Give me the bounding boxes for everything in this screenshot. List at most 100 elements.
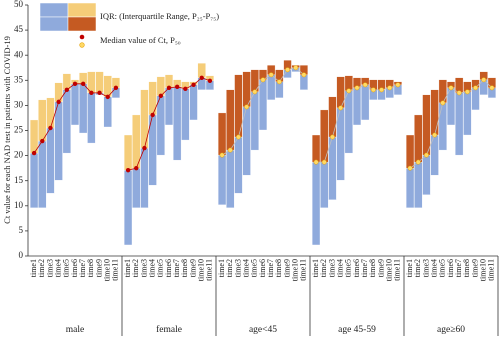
median-dot: [321, 159, 327, 165]
x-tick-label: time8: [368, 259, 377, 277]
iqr-lower: [30, 152, 39, 208]
iqr-lower: [471, 87, 480, 111]
x-tick-label: time5: [62, 259, 71, 277]
x-tick-label: time9: [94, 259, 103, 277]
x-tick-label: time9: [470, 259, 479, 277]
iqr-lower: [124, 170, 133, 246]
y-tick-label: 50: [14, 0, 24, 9]
y-tick-label: 10: [14, 200, 24, 210]
median-dot: [293, 65, 299, 71]
iqr-lower: [344, 90, 353, 154]
legend-swatch: [67, 2, 97, 18]
x-tick-label: time10: [197, 259, 206, 281]
iqr-lower: [140, 147, 149, 208]
median-dot: [48, 125, 53, 131]
median-dot: [346, 88, 352, 94]
median-dot: [150, 112, 155, 118]
x-tick-label: time11: [111, 259, 120, 281]
legend-swatch: [39, 2, 69, 18]
iqr-upper: [328, 96, 337, 138]
x-tick-label: time4: [429, 259, 438, 277]
x-tick-label: time7: [78, 259, 87, 277]
median-dot: [80, 81, 86, 87]
iqr-lower: [267, 74, 276, 101]
x-tick-label: time8: [86, 259, 95, 277]
median-dot: [407, 165, 413, 171]
y-axis-label: Ct value for each NAD test in patients w…: [2, 36, 12, 224]
median-dot: [313, 159, 319, 165]
median-dot: [183, 86, 188, 92]
median-dot: [191, 82, 196, 88]
x-tick-label: time11: [299, 259, 308, 281]
group-label: age≥60: [437, 325, 465, 335]
x-tick-label: time2: [413, 259, 422, 277]
iqr-lower: [226, 149, 235, 208]
x-tick-label: time9: [188, 259, 197, 277]
y-tick-label: 15: [14, 175, 24, 185]
x-tick-label: time2: [319, 259, 328, 277]
iqr-upper: [406, 134, 415, 169]
median-dot: [464, 89, 470, 95]
y-tick-label: 35: [14, 74, 24, 84]
x-tick-label: time9: [282, 259, 291, 277]
iqr-upper: [38, 99, 47, 142]
iqr-lower: [189, 84, 198, 121]
median-dot: [456, 90, 462, 96]
iqr-lower: [258, 79, 268, 131]
x-tick-label: time1: [311, 259, 320, 277]
legend-swatch: [67, 16, 97, 32]
iqr-lower: [164, 87, 174, 126]
iqr-upper: [95, 71, 104, 93]
iqr-lower: [455, 92, 464, 156]
x-tick-label: time8: [274, 259, 283, 277]
median-dot: [285, 67, 290, 73]
median-dot: [268, 72, 274, 78]
iqr-lower: [406, 167, 415, 208]
iqr-upper: [422, 94, 431, 156]
legend-label: IQR: (Interquartile Range, P₂₅-P₇₅): [100, 11, 219, 21]
median-dot: [330, 134, 335, 140]
median-dot: [207, 78, 213, 84]
x-tick-label: time11: [205, 259, 214, 281]
median-dot: [473, 85, 478, 91]
median-dot: [56, 99, 61, 105]
x-tick-label: time3: [327, 259, 336, 277]
group-label: age<45: [249, 325, 277, 335]
x-tick-label: time2: [37, 259, 46, 277]
median-dot: [64, 87, 70, 93]
x-tick-label: time6: [164, 259, 173, 277]
median-dot: [370, 87, 376, 93]
median-dot: [395, 82, 401, 88]
x-tick-label: time11: [487, 259, 496, 281]
x-tick-label: time2: [131, 259, 140, 277]
iqr-lower: [181, 88, 190, 141]
x-tick-label: time4: [53, 259, 62, 277]
x-tick-label: time11: [393, 259, 402, 281]
x-tick-label: time5: [250, 259, 259, 277]
x-tick-label: time4: [335, 259, 344, 277]
y-tick-label: 30: [14, 99, 24, 109]
x-tick-label: time3: [421, 259, 430, 277]
iqr-upper: [312, 134, 321, 163]
group-label: male: [66, 325, 84, 335]
x-tick-label: time8: [180, 259, 189, 277]
median-dot: [489, 85, 495, 91]
median-dot: [97, 90, 102, 96]
median-dot: [301, 72, 307, 78]
median-dot: [105, 94, 110, 100]
iqr-lower: [463, 91, 472, 136]
x-tick-label: time2: [225, 259, 234, 277]
median-dot: [40, 138, 45, 144]
x-tick-label: time7: [266, 259, 275, 277]
iqr-lower: [156, 95, 165, 156]
iqr-lower: [54, 101, 63, 181]
median-dot: [260, 77, 266, 83]
x-tick-label: time10: [291, 259, 300, 281]
iqr-lower: [312, 161, 321, 246]
x-tick-label: time4: [147, 259, 156, 277]
iqr-lower: [320, 161, 329, 208]
x-tick-label: time6: [446, 259, 455, 277]
iqr-lower: [62, 89, 71, 154]
x-tick-label: time10: [385, 259, 394, 281]
y-tick-label: 45: [14, 24, 24, 34]
